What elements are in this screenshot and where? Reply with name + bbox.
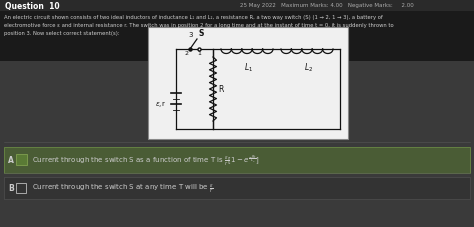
- Text: A: A: [8, 156, 14, 165]
- Bar: [16, 183, 26, 193]
- Text: Current through the switch S at any time T will be $\frac{\varepsilon}{r}$: Current through the switch S at any time…: [32, 182, 214, 195]
- Text: $L_2$: $L_2$: [304, 62, 313, 74]
- Text: 3: 3: [188, 32, 192, 38]
- Text: R: R: [218, 85, 223, 94]
- Text: position 3. Now select correct statement(s):: position 3. Now select correct statement…: [4, 31, 119, 36]
- Text: $L_1$: $L_1$: [244, 62, 253, 74]
- Text: S: S: [199, 29, 204, 38]
- Bar: [4, 177, 470, 199]
- Text: 2: 2: [185, 51, 189, 56]
- Text: 25 May 2022   Maximum Marks: 4.00   Negative Marks:     2.00: 25 May 2022 Maximum Marks: 4.00 Negative…: [240, 3, 414, 8]
- Text: 1: 1: [197, 51, 201, 56]
- Bar: [16, 154, 27, 165]
- Text: B: B: [8, 184, 14, 193]
- Bar: [148, 28, 348, 139]
- Bar: [0, 12, 474, 62]
- Bar: [4, 147, 470, 173]
- Text: electromotive force ε and internal resistance r. The switch was in position 2 fo: electromotive force ε and internal resis…: [4, 23, 393, 28]
- Text: An electric circuit shown consists of two ideal inductors of inductance L₁ and L: An electric circuit shown consists of tw…: [4, 15, 383, 20]
- Text: $\varepsilon$,r: $\varepsilon$,r: [155, 99, 166, 109]
- Text: Current through the switch S as a function of time T is $\frac{\varepsilon}{r}\l: Current through the switch S as a functi…: [32, 153, 260, 168]
- Bar: [0, 0, 474, 12]
- Text: Question  10: Question 10: [5, 2, 60, 10]
